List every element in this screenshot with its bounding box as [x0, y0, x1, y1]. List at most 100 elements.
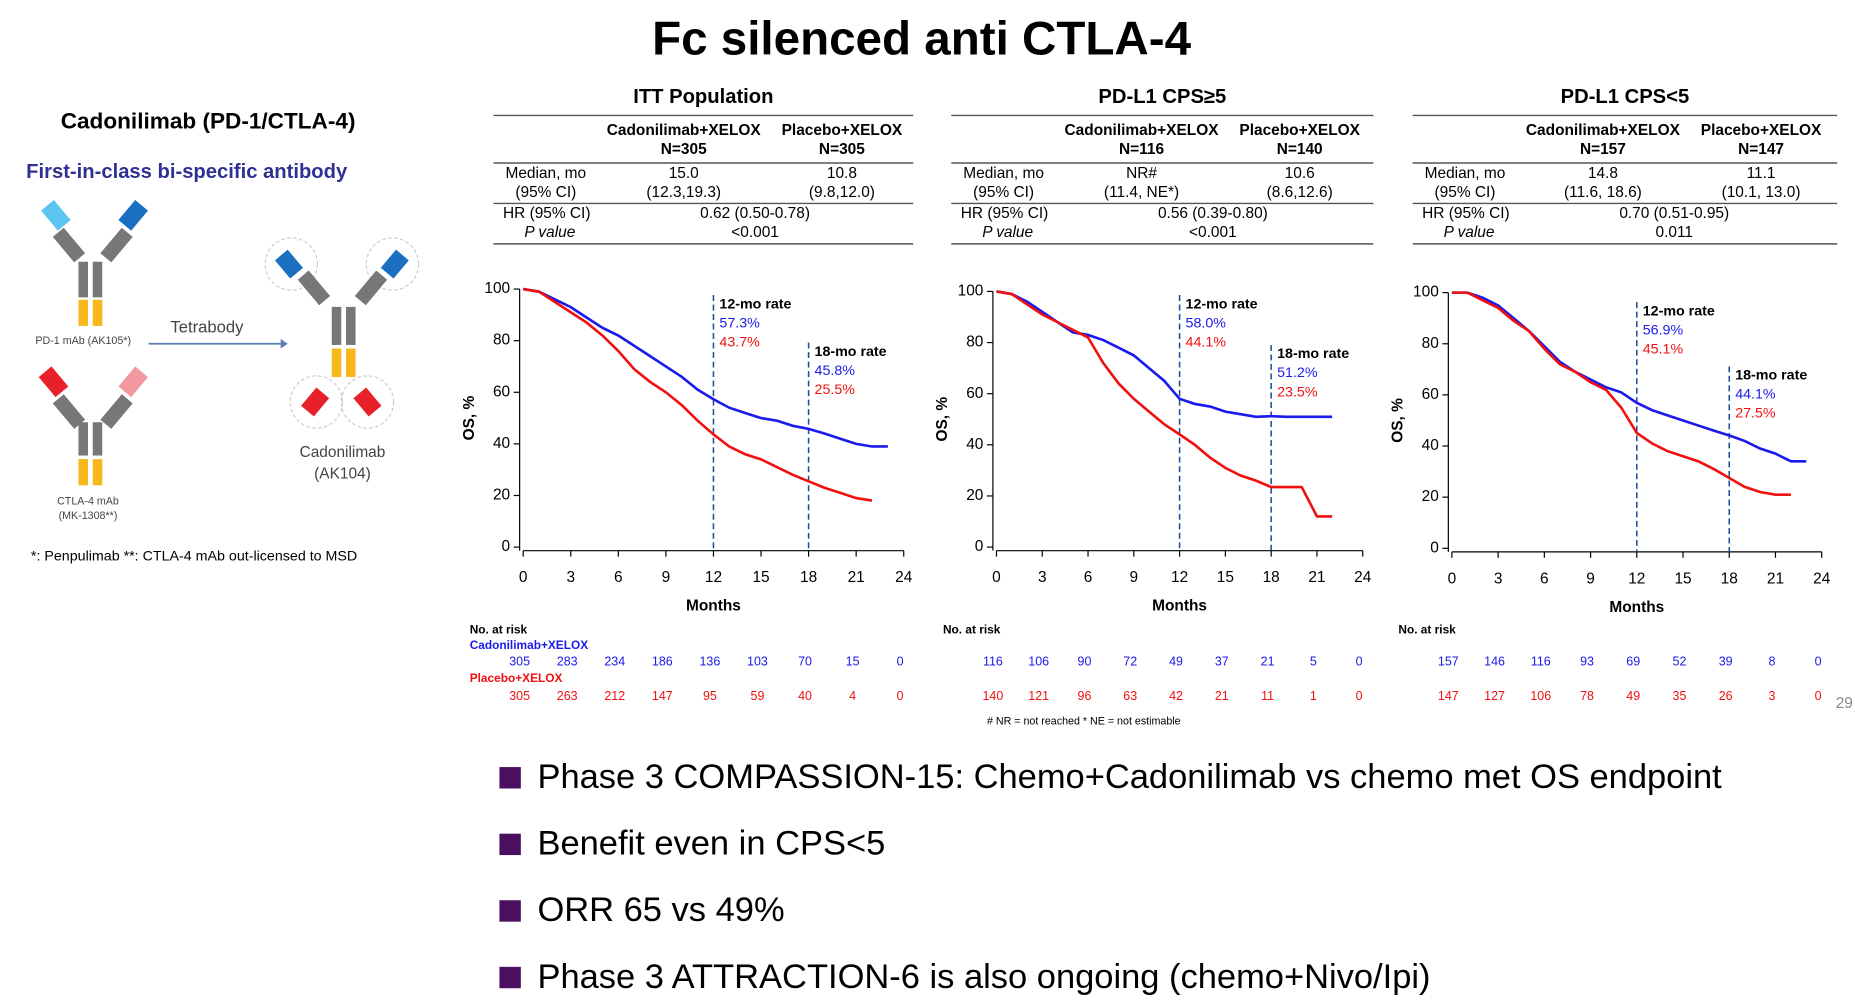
- bullet-marker: [499, 833, 521, 856]
- y-axis-label: OS, %: [934, 397, 951, 442]
- table-cell: (9.8,12.0): [809, 184, 875, 201]
- risk-number: 116: [983, 655, 1003, 669]
- table-cell: (10.1, 13.0): [1722, 184, 1801, 201]
- x-axis-label: Months: [1609, 599, 1664, 616]
- table-cell: 10.8: [827, 165, 857, 182]
- bullet-marker: [499, 900, 521, 922]
- table-cell: (12.3,19.3): [646, 184, 721, 201]
- x-tick-label: 6: [1540, 570, 1549, 587]
- risk-number: 147: [652, 689, 673, 703]
- table-header: Placebo+XELOX: [1239, 122, 1360, 139]
- left-title: Cadonilimab (PD-1/CTLA-4): [61, 109, 356, 134]
- risk-number: 106: [1530, 689, 1551, 703]
- y-tick-label: 60: [966, 385, 983, 402]
- table-header: N=116: [1119, 141, 1164, 158]
- table-cell: <0.001: [731, 224, 779, 241]
- risk-number: 283: [557, 655, 578, 669]
- y-tick-label: 20: [966, 487, 983, 504]
- risk-number: 15: [846, 655, 860, 669]
- risk-number: 21: [1215, 689, 1229, 703]
- table-cell: 0.56 (0.39-0.80): [1158, 205, 1268, 222]
- risk-number: 0: [1356, 655, 1363, 669]
- table-row-label: (95% CI): [973, 184, 1034, 201]
- x-tick-label: 6: [614, 569, 623, 586]
- table-cell: 0.70 (0.51-0.95): [1619, 205, 1729, 222]
- tetrabody: [264, 237, 420, 429]
- x-tick-label: 15: [1674, 570, 1691, 587]
- antibody-diagram: PD-1 mAb (AK105*) CTLA-4 mAb (MK-1308**)…: [35, 199, 420, 522]
- product-label: Cadonilimab: [300, 444, 386, 461]
- risk-number: 93: [1580, 655, 1594, 669]
- x-tick-label: 21: [1767, 570, 1784, 587]
- rate-title: 12-mo rate: [719, 296, 791, 312]
- y-tick-label: 80: [493, 332, 510, 349]
- risk-number: 70: [798, 655, 812, 669]
- table-row-label: Median, mo: [1425, 165, 1506, 182]
- survival-curve: [1451, 291, 1791, 496]
- y-tick-label: 0: [502, 538, 511, 555]
- pd1-label: PD-1 mAb (AK105*): [35, 335, 131, 347]
- table-header: N=305: [819, 141, 865, 158]
- left-subtitle: First-in-class bi-specific antibody: [26, 161, 348, 183]
- rate-value: 27.5%: [1735, 406, 1776, 422]
- x-axis-label: Months: [1152, 598, 1207, 615]
- table-cell: <0.001: [1189, 224, 1237, 241]
- chart-title: PD-L1 CPS≥5: [1098, 86, 1226, 108]
- ctla4-label: CTLA-4 mAb: [57, 496, 119, 508]
- table-row-label: HR (95% CI): [503, 205, 590, 222]
- risk-number: 21: [1261, 655, 1275, 669]
- x-tick-label: 0: [1448, 570, 1457, 587]
- risk-number: 212: [604, 689, 625, 703]
- rate-value: 43.7%: [719, 334, 760, 350]
- footnote: # NR = not reached * NE = not estimable: [987, 716, 1181, 728]
- chart-title: PD-L1 CPS<5: [1561, 86, 1690, 108]
- risk-number: 78: [1580, 689, 1594, 703]
- survival-curve: [996, 290, 1333, 518]
- y-tick-label: 60: [493, 383, 510, 400]
- risk-number: 26: [1719, 689, 1733, 703]
- bullet-marker: [499, 767, 521, 789]
- risk-number: 37: [1215, 655, 1229, 669]
- risk-number: 35: [1673, 689, 1687, 703]
- bullet-list: Phase 3 COMPASSION-15: Chemo+Cadonilimab…: [499, 758, 1722, 996]
- risk-number: 42: [1169, 689, 1183, 703]
- risk-number: 140: [982, 689, 1003, 703]
- risk-title: No. at risk: [1398, 622, 1456, 636]
- x-tick-label: 24: [1354, 569, 1372, 586]
- x-tick-label: 15: [752, 569, 769, 586]
- rate-title: 12-mo rate: [1186, 296, 1258, 312]
- risk-number: 127: [1484, 689, 1505, 703]
- risk-number: 106: [1028, 655, 1049, 669]
- rate-value: 44.1%: [1735, 387, 1776, 403]
- table-cell: 0.011: [1656, 224, 1693, 241]
- rate-title: 12-mo rate: [1643, 303, 1715, 319]
- rate-value: 57.3%: [719, 315, 760, 331]
- table-header: Cadonilimab+XELOX: [1526, 122, 1681, 139]
- table-cell: 10.6: [1285, 165, 1315, 182]
- table-header: Cadonilimab+XELOX: [607, 122, 762, 139]
- product-label: (AK104): [314, 466, 371, 483]
- y-tick-label: 100: [1413, 284, 1439, 301]
- rate-value: 44.1%: [1186, 334, 1227, 350]
- y-tick-label: 40: [1422, 437, 1439, 454]
- y-tick-label: 60: [1422, 386, 1439, 403]
- x-tick-label: 12: [1628, 570, 1645, 587]
- risk-number: 147: [1438, 689, 1459, 703]
- risk-number: 59: [751, 689, 765, 703]
- risk-number: 234: [604, 655, 625, 669]
- table-cell: (11.4, NE*): [1104, 184, 1179, 201]
- table-row-label: (95% CI): [1435, 184, 1496, 201]
- slide-title: Fc silenced anti CTLA-4: [652, 12, 1192, 65]
- x-tick-label: 21: [1308, 569, 1325, 586]
- x-tick-label: 15: [1217, 569, 1234, 586]
- bullet-text: ORR 65 vs 49%: [537, 891, 784, 929]
- y-tick-label: 40: [966, 436, 983, 453]
- table-row-label: Median, mo: [963, 165, 1044, 182]
- x-tick-label: 6: [1084, 569, 1093, 586]
- risk-number: 96: [1078, 689, 1092, 703]
- table-header: N=147: [1738, 141, 1784, 158]
- table-row-label: P value: [1444, 224, 1495, 241]
- risk-number: 305: [509, 655, 530, 669]
- risk-number: 49: [1626, 689, 1640, 703]
